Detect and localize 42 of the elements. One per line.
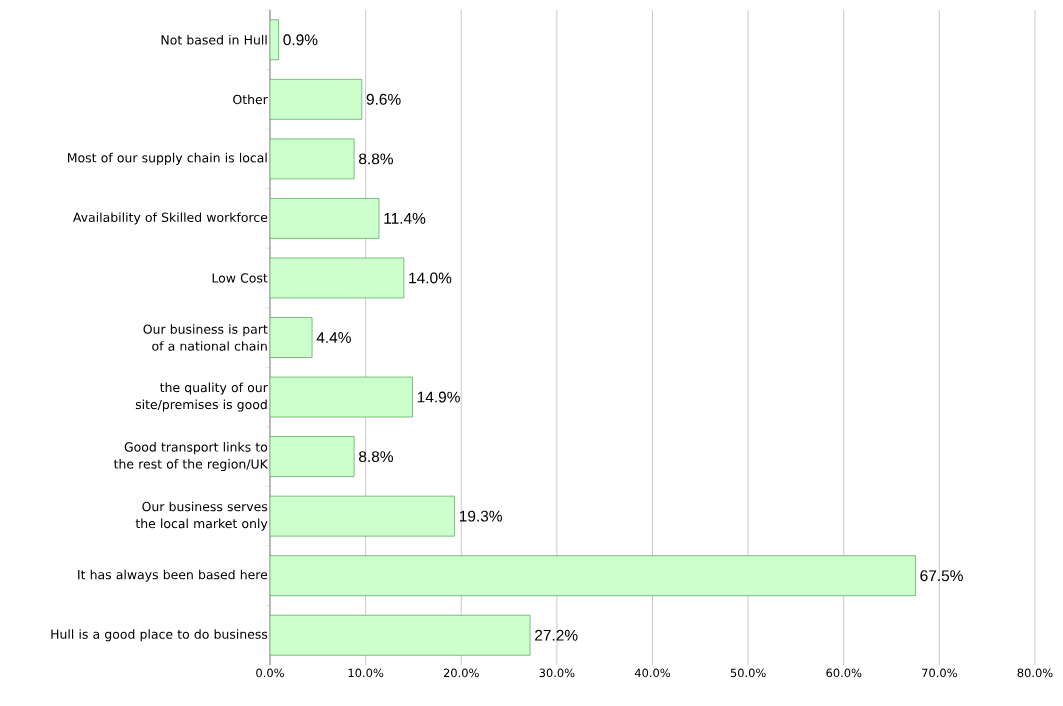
bar bbox=[270, 495, 455, 537]
bar bbox=[270, 317, 313, 358]
bar bbox=[270, 555, 916, 596]
y-tick-label: Low Cost bbox=[212, 273, 268, 283]
bar bbox=[270, 257, 405, 299]
bar bbox=[270, 19, 279, 61]
y-tick-label: the quality of our site/premises is good bbox=[135, 382, 268, 412]
x-tick-label: 80.0% bbox=[1017, 668, 1053, 678]
x-tick-label: 20.0% bbox=[443, 668, 479, 678]
y-tick-label: It has always been based here bbox=[78, 569, 268, 582]
data-label: 8.8% bbox=[359, 153, 393, 165]
data-label: 19.3% bbox=[459, 510, 502, 522]
data-label: 14.9% bbox=[417, 391, 460, 403]
x-tick-label: 60.0% bbox=[826, 668, 862, 678]
x-tick-label: 40.0% bbox=[634, 668, 671, 678]
data-label: 67.5% bbox=[920, 570, 963, 582]
bar bbox=[270, 614, 531, 656]
y-tick-label: Our business is part of a national chain bbox=[143, 324, 268, 351]
y-tick-label: Hull is a good place to do business bbox=[51, 629, 268, 642]
x-tick-label: 30.0% bbox=[539, 668, 575, 678]
y-tick-label: Our business serves the local market only bbox=[135, 501, 268, 531]
bar bbox=[270, 79, 363, 120]
bar bbox=[270, 436, 355, 477]
bar bbox=[270, 376, 413, 418]
data-label: 14.0% bbox=[409, 272, 452, 284]
x-tick-label: 10.0% bbox=[348, 668, 384, 678]
bar bbox=[270, 198, 380, 239]
y-tick-label: Not based in Hull bbox=[161, 34, 267, 45]
data-label: 9.6% bbox=[366, 93, 401, 105]
data-label: 27.2% bbox=[535, 629, 578, 641]
bar bbox=[270, 138, 355, 180]
y-tick-label: Other bbox=[233, 94, 268, 105]
y-tick-label: Most of our supply chain is local bbox=[68, 152, 267, 165]
data-label: 4.4% bbox=[316, 332, 351, 343]
y-tick-label: Good transport links to the rest of the region/UK bbox=[113, 442, 269, 472]
x-tick-label: 70.0% bbox=[922, 668, 957, 678]
data-label: 11.4% bbox=[384, 213, 426, 224]
x-tick-label: 50.0% bbox=[730, 668, 766, 678]
x-tick-label: 0.0% bbox=[256, 668, 284, 678]
data-label: 8.8% bbox=[359, 451, 393, 463]
data-label: 0.9% bbox=[283, 34, 318, 46]
y-tick-label: Availability of Skilled workforce bbox=[73, 212, 268, 225]
